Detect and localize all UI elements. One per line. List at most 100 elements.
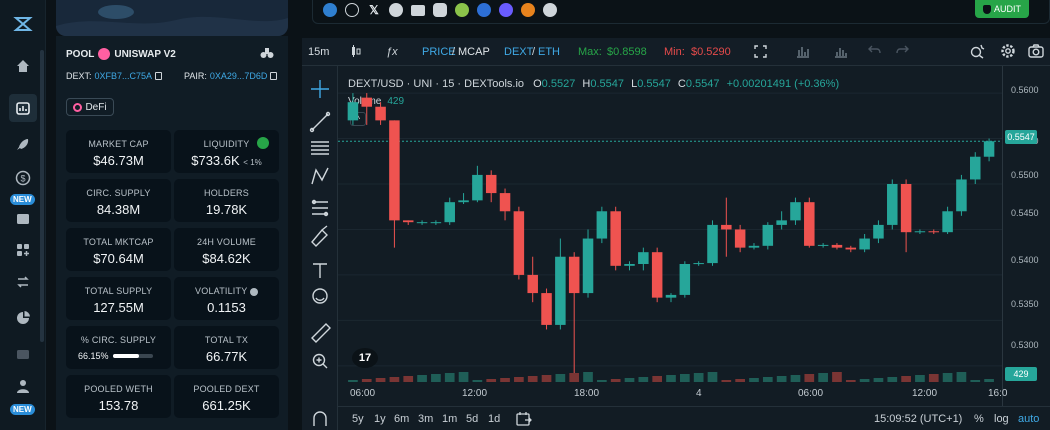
range-5y[interactable]: 5y (352, 413, 364, 425)
brush-icon[interactable] (311, 225, 328, 247)
pair-address[interactable]: PAIR: 0XA29...7D6D (184, 71, 278, 81)
dext-toggle[interactable]: DEXT (504, 46, 534, 58)
volume-bar (735, 379, 745, 382)
volume-bar (624, 378, 635, 382)
candle-type-icon[interactable] (350, 44, 362, 61)
user-icon[interactable] (9, 372, 37, 400)
price-toggle[interactable]: PRICE (422, 46, 456, 58)
dextools-logo-icon[interactable] (9, 10, 37, 38)
volume-bar (444, 373, 455, 382)
bar-chart-alt-icon[interactable] (834, 45, 848, 61)
info-icon[interactable] (249, 287, 258, 296)
tradingview-logo[interactable]: 17 (352, 348, 378, 368)
interval-button[interactable]: 15m (308, 46, 330, 58)
range-5d[interactable]: 5d (466, 413, 479, 425)
gear-icon[interactable] (1000, 43, 1016, 62)
email-icon[interactable] (411, 5, 425, 16)
search-settings-icon[interactable] (970, 44, 985, 62)
camera-icon[interactable] (1028, 44, 1044, 61)
percent-toggle[interactable]: % (974, 413, 984, 425)
range-1d[interactable]: 1d (488, 413, 501, 425)
pattern-icon[interactable] (311, 167, 329, 185)
candle-body (887, 184, 898, 225)
candle-body (942, 211, 953, 233)
min-value: $0.5290 (691, 46, 731, 58)
low-label: L (631, 78, 638, 90)
coingecko-icon[interactable] (455, 3, 469, 17)
more-icon[interactable] (543, 3, 557, 17)
text-tool-icon[interactable] (313, 263, 327, 278)
log-toggle[interactable]: log (994, 413, 1009, 425)
stat-label: TOTAL TX (204, 335, 249, 345)
dollar-icon[interactable]: $ (9, 164, 37, 192)
binoculars-icon[interactable] (260, 46, 274, 64)
copy-icon[interactable] (270, 72, 278, 80)
undo-icon[interactable] (868, 44, 881, 59)
candle-body (845, 247, 857, 250)
emoji-icon[interactable] (312, 288, 328, 304)
rail-scrollbar[interactable] (40, 50, 44, 342)
pool-header: POOL UNISWAP V2 (66, 48, 176, 60)
liquidity-lock-icon[interactable] (257, 137, 269, 149)
pair-address-value[interactable]: 0XA29...7D6D (209, 71, 268, 81)
indicators-icon[interactable]: ƒx (386, 46, 398, 58)
dapp-icon[interactable] (499, 3, 513, 17)
candle-body (458, 200, 469, 203)
redo-icon[interactable] (896, 44, 909, 59)
wallet-chart-icon[interactable] (9, 204, 37, 232)
measure-icon[interactable] (311, 199, 329, 217)
metamask-icon[interactable] (521, 3, 535, 17)
swap-icon[interactable] (9, 268, 37, 296)
price-tick: 0.5450 (1011, 208, 1039, 218)
candle-body (900, 184, 912, 233)
discord-icon[interactable] (433, 3, 447, 17)
clock[interactable]: 15:09:52 (UTC+1) (874, 413, 963, 425)
crosshair-icon[interactable] (311, 80, 329, 98)
apps-icon[interactable] (9, 236, 37, 264)
bar-chart-icon[interactable] (796, 45, 810, 61)
coinmarketcap-icon[interactable] (477, 3, 491, 17)
stat-value: 153.78 (98, 398, 139, 413)
copy-icon[interactable] (155, 72, 163, 80)
audit-button[interactable]: AUDIT (975, 0, 1029, 18)
range-3m[interactable]: 3m (418, 413, 434, 425)
dext-address-value[interactable]: 0XFB7...C75A (94, 71, 153, 81)
eth-toggle[interactable]: ETH (538, 46, 560, 58)
time-axis[interactable]: 06:00 12:00 18:00 4 06:00 12:00 16:0 (338, 382, 1007, 404)
ohlc-high: H0.5547 (582, 78, 624, 90)
stat-value: 19.78K (205, 202, 248, 217)
date-range-icon[interactable] (516, 411, 532, 429)
chart-icon[interactable] (9, 94, 37, 122)
fullscreen-icon[interactable] (754, 45, 767, 61)
home-icon[interactable] (9, 52, 37, 80)
candle-body (416, 222, 428, 224)
x-twitter-icon[interactable]: 𝕏 (369, 3, 379, 17)
wallet-icon[interactable] (9, 340, 37, 368)
globe-icon[interactable] (345, 3, 359, 17)
dext-address[interactable]: DEXT: 0XFB7...C75A (66, 71, 163, 81)
etherscan-icon[interactable] (323, 3, 337, 17)
pie-chart-icon[interactable] (9, 304, 37, 332)
category-tag[interactable]: DeFi (66, 98, 114, 116)
rocket-icon[interactable] (9, 130, 37, 158)
price-axis[interactable]: 0.5600 0.5550 0.5500 0.5450 0.5400 0.535… (1002, 66, 1050, 406)
range-6m[interactable]: 6m (394, 413, 410, 425)
volume-bar (583, 372, 593, 382)
range-1y[interactable]: 1y (374, 413, 386, 425)
telegram-icon[interactable] (389, 3, 403, 17)
zoom-in-icon[interactable] (312, 353, 328, 369)
horizontal-lines-icon[interactable] (311, 141, 329, 155)
circ-progress-fill (112, 354, 139, 358)
range-1m[interactable]: 1m (442, 413, 458, 425)
defi-icon (73, 102, 83, 112)
trend-line-icon[interactable] (309, 111, 331, 133)
volume-bar (928, 374, 939, 382)
ruler-icon[interactable] (311, 323, 331, 343)
candle-body (734, 229, 746, 248)
magnet-icon[interactable] (313, 411, 327, 426)
mcap-toggle[interactable]: MCAP (458, 46, 490, 58)
candlestick-plot[interactable] (338, 66, 1002, 406)
volume-bar (638, 377, 649, 382)
volume-bar (597, 380, 607, 382)
auto-toggle[interactable]: auto (1018, 413, 1040, 425)
